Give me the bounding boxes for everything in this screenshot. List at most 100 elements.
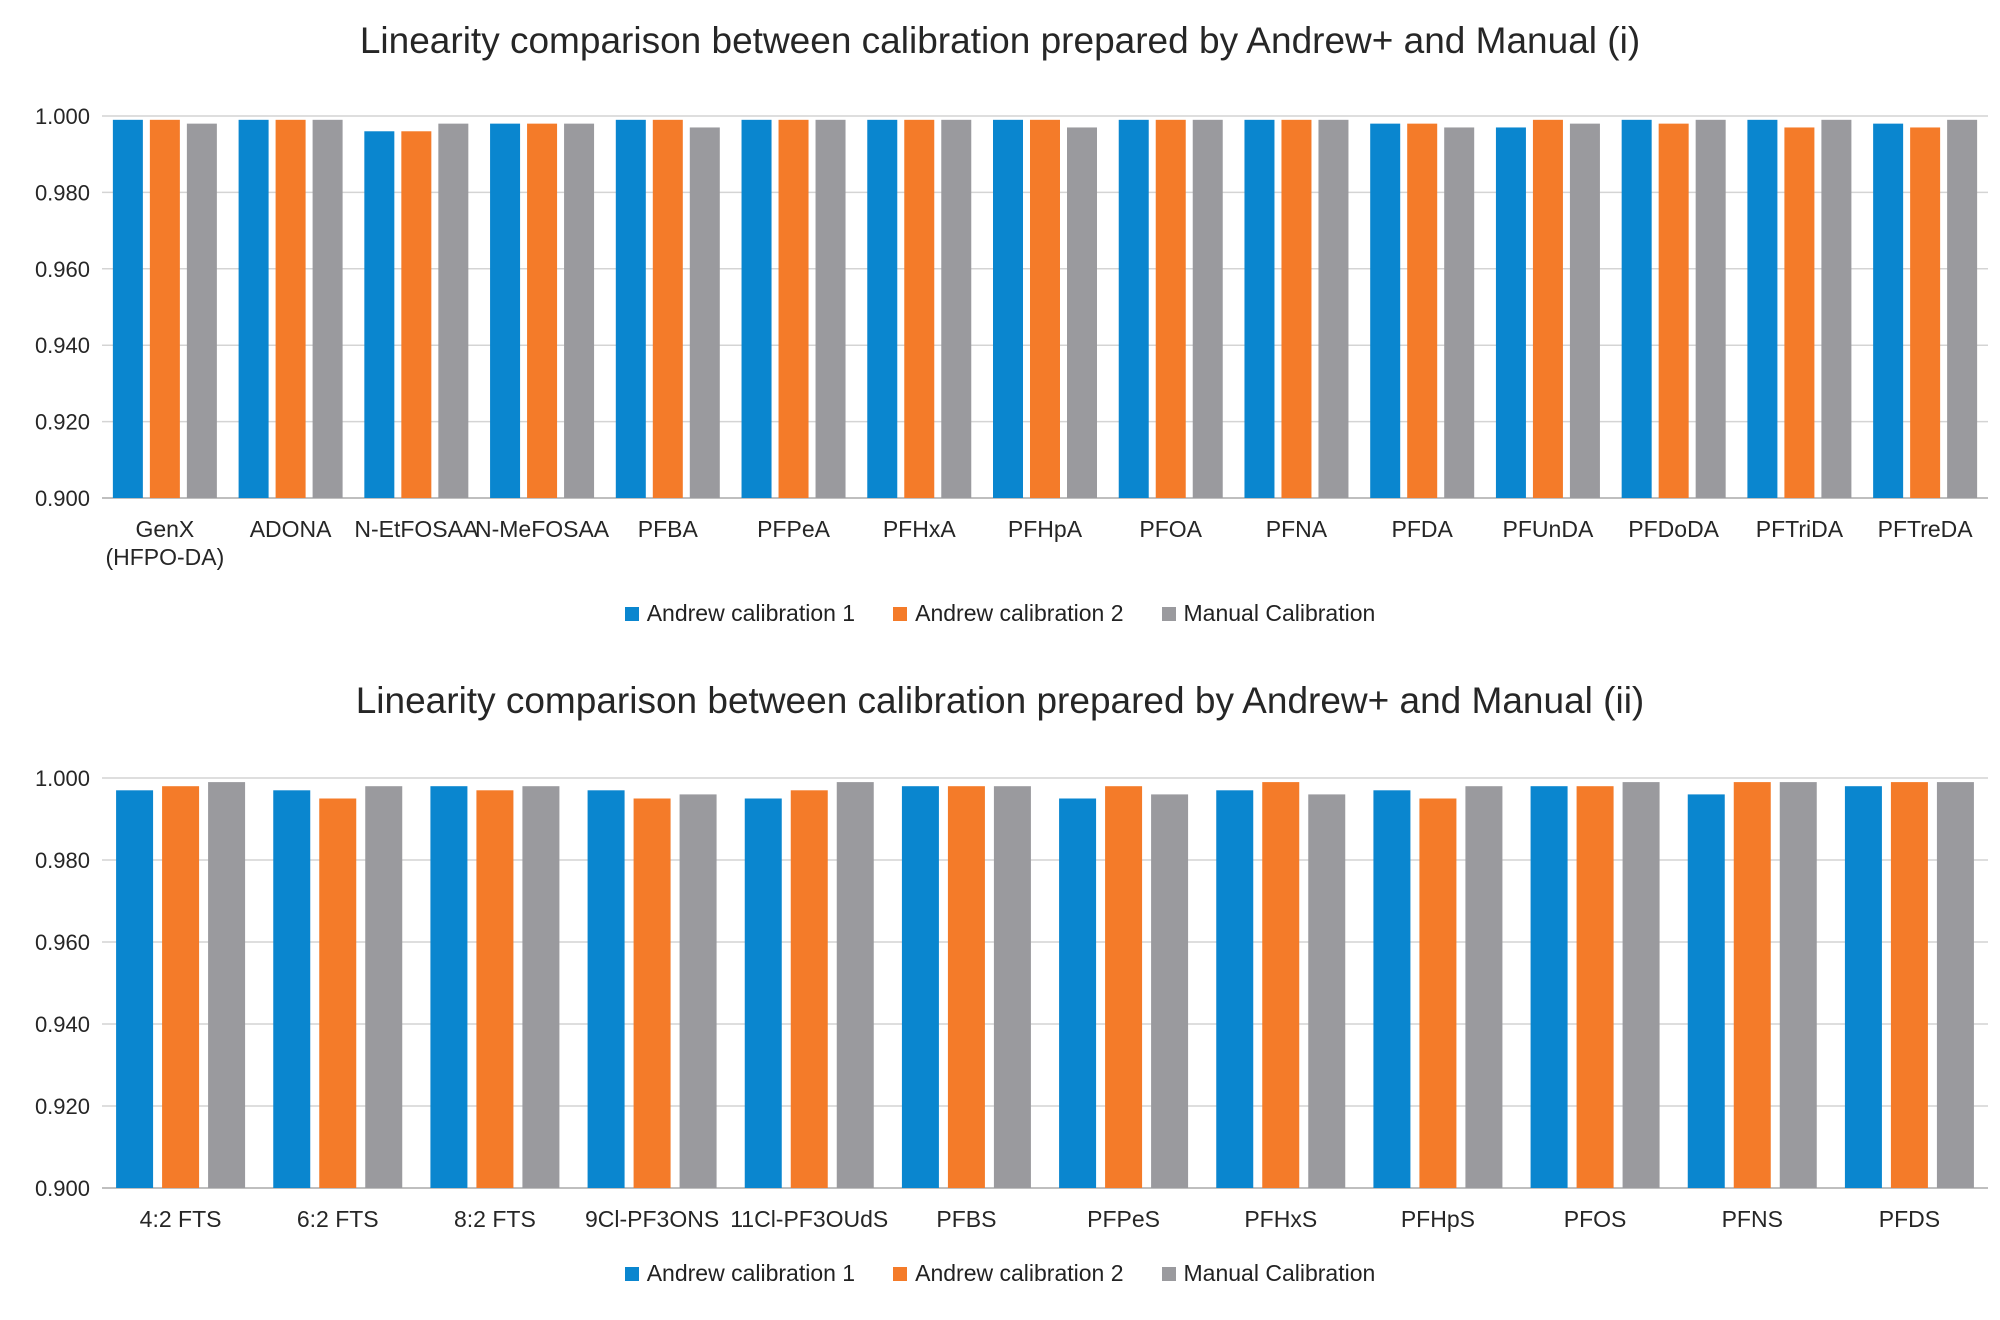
y-tick-label: 0.980 xyxy=(35,180,90,205)
x-tick-label: PFTriDA xyxy=(1756,516,1844,542)
bar-andrew2 xyxy=(1658,123,1689,498)
bar-andrew2 xyxy=(275,119,306,498)
x-tick-label: PFOA xyxy=(1139,516,1202,542)
bar-andrew1 xyxy=(587,790,625,1188)
y-tick-label: 0.920 xyxy=(35,410,90,435)
x-tick-label: PFHxS xyxy=(1244,1206,1317,1232)
bar-andrew2 xyxy=(527,123,558,498)
x-tick-label: (HFPO-DA) xyxy=(105,544,224,570)
bar-andrew1 xyxy=(1495,127,1526,499)
x-tick-label: PFDS xyxy=(1879,1206,1940,1232)
chart-panel-1: Linearity comparison between calibration… xyxy=(0,20,2000,627)
bar-andrew1 xyxy=(1370,123,1401,498)
legend-label: Manual Calibration xyxy=(1183,1260,1376,1286)
bar-manual xyxy=(1308,794,1346,1188)
bar-andrew1 xyxy=(273,790,311,1188)
bar-andrew1 xyxy=(741,119,772,498)
bar-manual xyxy=(1444,127,1475,499)
bar-andrew1 xyxy=(238,119,269,498)
legend-item-andrew2: Andrew calibration 2 xyxy=(893,600,1124,627)
legend-swatch-icon xyxy=(893,1266,908,1281)
y-tick-label: 0.940 xyxy=(35,333,90,358)
bar-andrew1 xyxy=(1747,119,1778,498)
x-tick-label: N-MeFOSAA xyxy=(475,516,610,542)
x-tick-label: PFHpS xyxy=(1401,1206,1475,1232)
bar-manual xyxy=(564,123,595,498)
bar-manual xyxy=(1947,119,1978,498)
legend-label: Andrew calibration 2 xyxy=(915,600,1124,626)
x-tick-label: PFUnDA xyxy=(1503,516,1594,542)
x-tick-label: PFHpA xyxy=(1008,516,1083,542)
bar-manual xyxy=(1779,782,1817,1188)
legend-label: Andrew calibration 1 xyxy=(646,1260,856,1286)
legend-item-manual: Manual Calibration xyxy=(1161,600,1376,627)
x-tick-label: ADONA xyxy=(250,516,332,542)
bar-andrew1 xyxy=(867,119,898,498)
y-tick-label: 0.980 xyxy=(35,848,90,873)
bar-manual xyxy=(312,119,343,498)
bar-manual xyxy=(1821,119,1852,498)
legend-label: Manual Calibration xyxy=(1183,600,1376,626)
bar-manual xyxy=(208,782,246,1188)
legend-swatch-icon xyxy=(624,606,639,621)
x-tick-label: PFBS xyxy=(936,1206,996,1232)
bar-manual xyxy=(941,119,972,498)
bar-andrew2 xyxy=(1262,782,1300,1188)
legend: Andrew calibration 1 Andrew calibration … xyxy=(0,1260,2000,1287)
bar-andrew2 xyxy=(790,790,828,1188)
bar-andrew2 xyxy=(1733,782,1771,1188)
legend-label: Andrew calibration 1 xyxy=(646,600,856,626)
bar-andrew2 xyxy=(652,119,683,498)
x-tick-label: PFNA xyxy=(1266,516,1328,542)
x-tick-label: PFPeA xyxy=(757,516,831,542)
x-tick-label: GenX xyxy=(135,516,194,542)
bar-andrew2 xyxy=(904,119,935,498)
bar-andrew2 xyxy=(778,119,809,498)
y-tick-label: 0.940 xyxy=(35,1012,90,1037)
bar-manual xyxy=(1695,119,1726,498)
legend: Andrew calibration 1 Andrew calibration … xyxy=(0,600,2000,627)
x-tick-label: 11Cl-PF3OUdS xyxy=(730,1206,888,1232)
legend-swatch-icon xyxy=(893,606,908,621)
legend-item-andrew2: Andrew calibration 2 xyxy=(893,1260,1124,1287)
bar-manual xyxy=(1318,119,1349,498)
x-tick-label: PFOS xyxy=(1564,1206,1627,1232)
bar-manual xyxy=(522,786,560,1188)
bar-manual xyxy=(365,786,403,1188)
y-tick-label: 0.900 xyxy=(35,486,90,511)
chart-title: Linearity comparison between calibration… xyxy=(359,20,1641,61)
bar-andrew1 xyxy=(901,786,939,1188)
x-tick-label: PFTreDA xyxy=(1878,516,1974,542)
x-tick-label: 4:2 FTS xyxy=(140,1206,222,1232)
bar-andrew2 xyxy=(1576,786,1614,1188)
bar-andrew1 xyxy=(112,119,143,498)
bar-manual xyxy=(1936,782,1974,1188)
x-tick-label: PFHxA xyxy=(883,516,957,542)
bar-andrew2 xyxy=(947,786,985,1188)
legend-item-andrew1: Andrew calibration 1 xyxy=(624,600,856,627)
bar-manual xyxy=(836,782,874,1188)
bar-andrew2 xyxy=(319,798,357,1188)
x-tick-label: 6:2 FTS xyxy=(297,1206,379,1232)
bar-andrew2 xyxy=(1890,782,1928,1188)
bar-andrew2 xyxy=(1419,798,1457,1188)
bar-manual xyxy=(1569,123,1600,498)
bar-andrew2 xyxy=(1532,119,1563,498)
bar-andrew1 xyxy=(1244,119,1275,498)
bar-manual xyxy=(1465,786,1503,1188)
bar-andrew1 xyxy=(116,790,154,1188)
bar-andrew2 xyxy=(1105,786,1143,1188)
bar-andrew2 xyxy=(633,798,671,1188)
bar-manual xyxy=(1192,119,1223,498)
bar-manual xyxy=(438,123,469,498)
bar-andrew1 xyxy=(1873,123,1904,498)
bar-andrew1 xyxy=(993,119,1023,498)
bar-andrew1 xyxy=(744,798,782,1188)
bar-andrew2 xyxy=(1030,119,1060,498)
bar-manual xyxy=(689,127,720,499)
bar-manual xyxy=(1622,782,1660,1188)
legend-swatch-icon xyxy=(1161,1266,1176,1281)
y-tick-label: 0.920 xyxy=(35,1094,90,1119)
y-tick-label: 1.000 xyxy=(35,104,90,129)
chart-panel-2: Linearity comparison between calibration… xyxy=(0,660,2000,1320)
